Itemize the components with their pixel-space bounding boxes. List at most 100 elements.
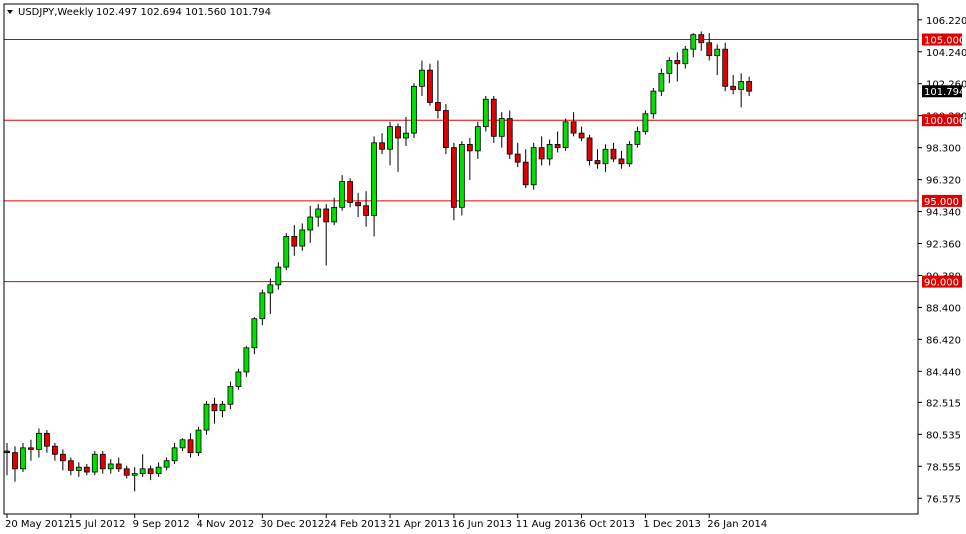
candle-body-bull xyxy=(251,318,258,349)
symbol-timeframe-label: USDJPY,Weekly xyxy=(18,7,94,18)
candle xyxy=(243,346,250,377)
level-label-bg xyxy=(922,114,962,127)
candle xyxy=(419,60,425,96)
candle-body-bull xyxy=(666,60,673,74)
time-tick-label: 16 Jun 2013 xyxy=(452,519,512,530)
candle xyxy=(578,126,585,142)
candle-body-bull xyxy=(546,144,553,160)
candle xyxy=(610,142,617,163)
candle xyxy=(211,397,218,424)
candle-body-bull xyxy=(371,142,377,216)
candle-body-bull xyxy=(20,447,26,470)
candle xyxy=(562,118,569,151)
level-label-bg xyxy=(922,275,962,288)
time-tick-label: 4 Nov 2012 xyxy=(197,519,255,530)
time-tick-label: 9 Sep 2012 xyxy=(133,519,190,530)
candle xyxy=(251,317,258,355)
candle-body-bear xyxy=(466,144,473,152)
candle xyxy=(411,83,417,138)
candle xyxy=(387,121,393,166)
candle xyxy=(498,112,505,148)
time-tick-label: 20 May 2012 xyxy=(5,519,70,530)
candle-body-bear xyxy=(4,450,10,454)
chart-header: USDJPY,Weekly 102.497 102.694 101.560 10… xyxy=(7,7,271,18)
candle xyxy=(594,149,601,169)
candle-body-bear xyxy=(578,132,585,139)
candle xyxy=(219,401,226,418)
candle-body-bull xyxy=(195,429,202,454)
candle-body-bull xyxy=(339,181,346,208)
candle-body-bull xyxy=(75,466,82,471)
candle-body-bull xyxy=(562,121,569,149)
candle xyxy=(283,233,290,271)
candle xyxy=(714,44,721,76)
candle xyxy=(682,45,689,69)
candle-body-bear xyxy=(51,445,58,455)
candle xyxy=(570,112,577,137)
current-price-layer: 101.794 xyxy=(922,85,965,98)
level-label: 100.000 xyxy=(924,116,965,127)
candle-body-bear xyxy=(363,205,370,216)
candle-body-bear xyxy=(706,42,713,57)
candle-body-bear xyxy=(538,147,545,160)
candle-body-bear xyxy=(59,453,66,462)
current-price-label: 101.794 xyxy=(924,87,965,98)
candle xyxy=(658,68,665,96)
time-tick-label: 15 Jul 2012 xyxy=(69,519,126,530)
candle-body-bear xyxy=(506,118,513,155)
level-labels-layer: 105.000 100.000 95.000 90.000 xyxy=(922,33,965,289)
price-tick-label: 94.340 xyxy=(926,208,961,219)
candle xyxy=(722,42,729,92)
candle xyxy=(490,95,497,143)
candle xyxy=(67,457,74,476)
time-tick-label: 30 Dec 2012 xyxy=(260,519,324,530)
level-label: 90.000 xyxy=(924,278,959,289)
candle-body-bear xyxy=(12,452,18,470)
candle xyxy=(586,134,593,166)
chevron-down-icon[interactable] xyxy=(7,10,13,14)
candle xyxy=(171,442,178,464)
candle xyxy=(395,123,401,172)
candle-body-bull xyxy=(387,126,393,150)
candle xyxy=(115,457,122,473)
candle-body-bull xyxy=(530,147,537,186)
candle xyxy=(355,192,362,218)
candle-body-bear xyxy=(490,98,497,137)
candle-body-bull xyxy=(403,132,409,139)
candle xyxy=(738,73,745,108)
candle-body-bull xyxy=(682,48,689,65)
candle-body-bear xyxy=(211,403,218,412)
candle xyxy=(602,144,609,172)
candle-body-bear xyxy=(147,468,154,475)
candle xyxy=(131,467,138,492)
candle-body-bear xyxy=(618,158,625,165)
time-tick-label: 11 Aug 2013 xyxy=(516,519,580,530)
candle-body-bull xyxy=(163,460,170,468)
level-label: 105.000 xyxy=(924,36,965,47)
candle-body-bull xyxy=(307,216,314,231)
candle-body-bull xyxy=(411,85,417,134)
candle xyxy=(51,442,58,461)
price-tick-label: 98.300 xyxy=(926,144,961,155)
price-tick-label: 82.515 xyxy=(926,398,961,409)
candle xyxy=(466,137,473,180)
candle xyxy=(291,225,298,256)
candle-body-bull xyxy=(331,206,338,223)
candle xyxy=(203,401,210,435)
candle xyxy=(44,430,50,453)
candle xyxy=(195,426,202,456)
candle-body-bull xyxy=(299,229,306,247)
candle xyxy=(36,428,42,458)
candle xyxy=(618,150,625,169)
candle xyxy=(75,462,82,477)
time-tick-label: 6 Oct 2013 xyxy=(580,519,635,530)
candle xyxy=(12,446,18,482)
candle-body-bear xyxy=(554,144,561,149)
candle-body-bear xyxy=(435,102,441,111)
candle xyxy=(371,136,377,237)
time-tick-label: 24 Feb 2013 xyxy=(324,519,386,530)
candle xyxy=(323,204,330,266)
candle-body-bull xyxy=(227,386,234,405)
